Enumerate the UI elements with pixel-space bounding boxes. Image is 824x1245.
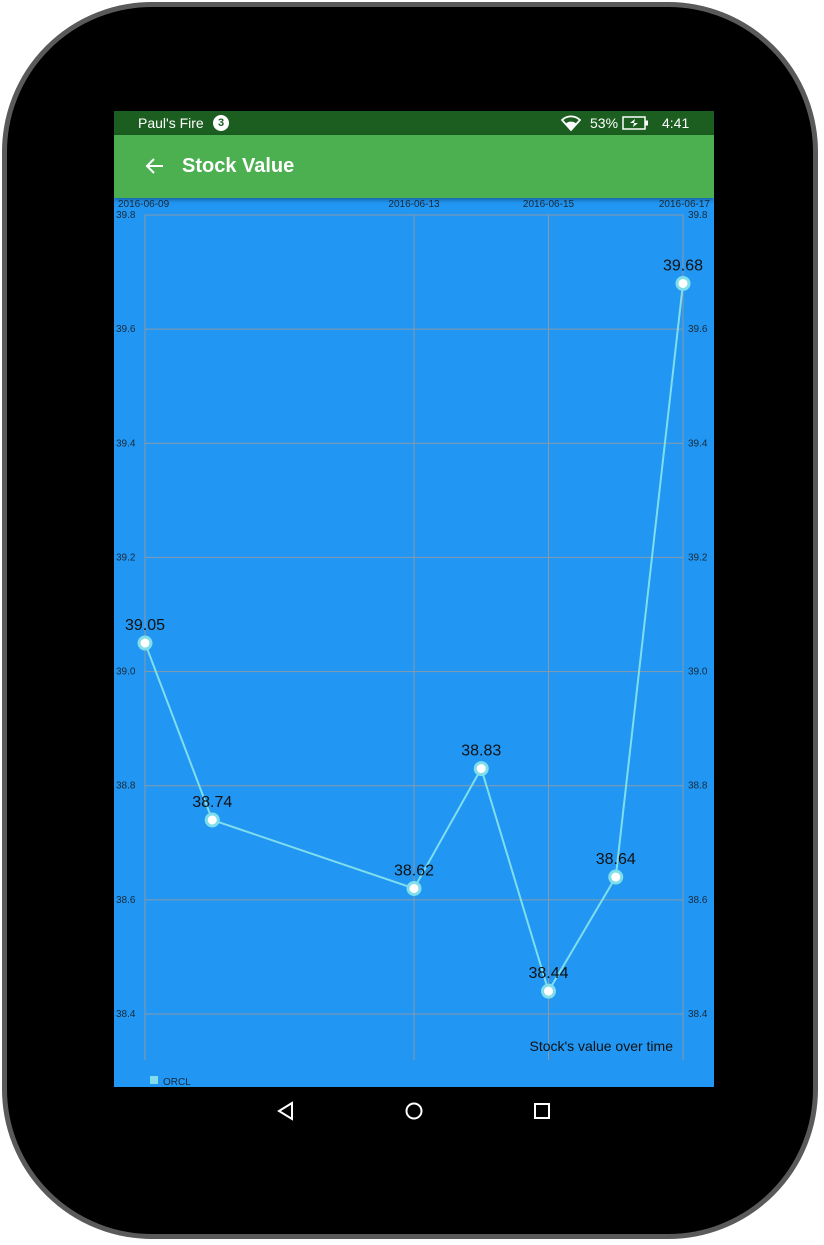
- x-tick-label: 2016-06-09: [118, 199, 170, 210]
- screen: Paul's Fire 3 53% 4:41 Stock Value 39.8 3…: [114, 111, 714, 1087]
- data-point: [473, 761, 489, 777]
- system-nav-bar: [114, 1087, 714, 1135]
- x-tick-label: 2016-06-13: [388, 199, 440, 210]
- data-label: 38.44: [528, 965, 568, 982]
- x-tick-label: 2016-06-15: [523, 199, 575, 210]
- data-label: 38.62: [394, 862, 434, 879]
- y-tick-label-left: 39.8: [116, 210, 136, 221]
- status-bar: Paul's Fire 3 53% 4:41: [114, 111, 714, 135]
- battery-charging-icon: [622, 116, 648, 130]
- y-tick-label-right: 39.2: [688, 552, 708, 563]
- data-point: [608, 869, 624, 885]
- data-point: [204, 812, 220, 828]
- y-tick-label-right: 38.4: [688, 1009, 708, 1020]
- data-label: 39.68: [663, 257, 703, 274]
- stock-line-chart: 39.8 39.8 39.6 39.6 39.4 39.4 39.2 39.2 39.0 39.0…: [116, 199, 711, 1087]
- y-tick-label-left: 39.4: [116, 438, 136, 449]
- y-tick-label-left: 39.6: [116, 324, 136, 335]
- chart-description: Stock's value over time: [529, 1038, 673, 1054]
- data-point: [137, 635, 153, 651]
- y-tick-label-left: 38.8: [116, 781, 136, 792]
- app-bar: Stock Value: [114, 135, 714, 198]
- battery-percentage: 53%: [590, 115, 619, 131]
- y-tick-label-right: 39.4: [688, 438, 708, 449]
- data-point: [675, 275, 691, 291]
- y-tick-label-right: 38.6: [688, 895, 708, 906]
- data-label: 38.64: [596, 851, 636, 868]
- page-title: Stock Value: [182, 155, 295, 177]
- status-time: 4:41: [662, 115, 690, 131]
- y-tick-label-left: 38.4: [116, 1009, 136, 1020]
- recents-square-icon[interactable]: [530, 1099, 554, 1123]
- y-tick-label-right: 39.8: [688, 210, 708, 221]
- legend-label-orcl: ORCL: [163, 1077, 191, 1087]
- y-tick-label-right: 39.6: [688, 324, 708, 335]
- data-label: 38.83: [461, 743, 501, 760]
- notification-count-badge: 3: [213, 115, 229, 131]
- data-point: [541, 983, 556, 999]
- y-tick-label-left: 38.6: [116, 895, 136, 906]
- back-triangle-icon[interactable]: [274, 1099, 298, 1123]
- y-tick-label-left: 39.2: [116, 552, 136, 563]
- device-owner-name: Paul's Fire: [138, 115, 204, 131]
- x-tick-label: 2016-06-17: [659, 199, 711, 210]
- data-label: 38.74: [192, 794, 232, 811]
- data-point: [406, 880, 422, 896]
- y-tick-label-right: 39.0: [688, 667, 708, 678]
- legend-swatch-orcl: [150, 1076, 158, 1084]
- y-tick-label-right: 38.8: [688, 781, 708, 792]
- arrow-left-icon[interactable]: [144, 155, 166, 177]
- data-label: 39.05: [125, 617, 165, 634]
- y-tick-label-left: 39.0: [116, 667, 136, 678]
- wifi-icon: [561, 115, 581, 131]
- home-circle-icon[interactable]: [402, 1099, 426, 1123]
